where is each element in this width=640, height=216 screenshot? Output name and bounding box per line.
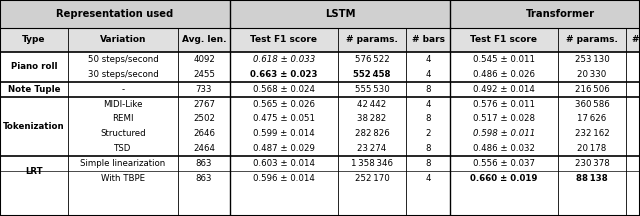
- Text: TSD: TSD: [115, 144, 132, 153]
- Text: Representation used: Representation used: [56, 9, 173, 19]
- Text: # bars: # bars: [412, 35, 445, 44]
- Text: 0.598 ± 0.011: 0.598 ± 0.011: [473, 129, 535, 138]
- Bar: [0, 28, 640, 52]
- Text: 733: 733: [196, 85, 212, 94]
- Text: 4: 4: [425, 174, 431, 183]
- Text: LRT: LRT: [25, 167, 43, 176]
- Text: 863: 863: [196, 174, 212, 183]
- Text: 8: 8: [425, 159, 431, 168]
- Text: 360 586: 360 586: [575, 100, 609, 109]
- Text: 2767: 2767: [193, 100, 215, 109]
- Text: 0.492 ± 0.014: 0.492 ± 0.014: [473, 85, 535, 94]
- Text: 252 170: 252 170: [355, 174, 389, 183]
- Text: 20 178: 20 178: [577, 144, 607, 153]
- Text: 0.565 ± 0.026: 0.565 ± 0.026: [253, 100, 315, 109]
- Text: 2455: 2455: [193, 70, 215, 79]
- Text: Test F1 score: Test F1 score: [250, 35, 317, 44]
- Text: 30 steps/second: 30 steps/second: [88, 70, 158, 79]
- Text: # bars: # bars: [632, 35, 640, 44]
- Text: Transformer: Transformer: [525, 9, 595, 19]
- Text: 8: 8: [425, 144, 431, 153]
- Text: 863: 863: [196, 159, 212, 168]
- Text: 552 458: 552 458: [353, 70, 391, 79]
- Text: 0.545 ± 0.011: 0.545 ± 0.011: [473, 55, 535, 64]
- Text: # params.: # params.: [566, 35, 618, 44]
- Text: 0.486 ± 0.032: 0.486 ± 0.032: [473, 144, 535, 153]
- Text: 0.486 ± 0.026: 0.486 ± 0.026: [473, 70, 535, 79]
- Text: Avg. len.: Avg. len.: [182, 35, 227, 44]
- Text: Piano roll: Piano roll: [11, 62, 57, 71]
- Text: Type: Type: [22, 35, 45, 44]
- Text: 17 626: 17 626: [577, 114, 607, 124]
- Text: # params.: # params.: [346, 35, 398, 44]
- Text: 230 378: 230 378: [575, 159, 609, 168]
- Text: 4: 4: [425, 55, 431, 64]
- Text: 555 530: 555 530: [355, 85, 389, 94]
- Text: LSTM: LSTM: [324, 9, 355, 19]
- Text: With TBPE: With TBPE: [101, 174, 145, 183]
- Text: 4: 4: [425, 100, 431, 109]
- Text: Note Tuple: Note Tuple: [8, 85, 60, 94]
- Text: 253 130: 253 130: [575, 55, 609, 64]
- Text: 0.596 ± 0.014: 0.596 ± 0.014: [253, 174, 315, 183]
- Text: 282 826: 282 826: [355, 129, 389, 138]
- Text: 42 442: 42 442: [357, 100, 387, 109]
- Text: 8: 8: [425, 114, 431, 124]
- Text: 0.603 ± 0.014: 0.603 ± 0.014: [253, 159, 315, 168]
- Text: 0.487 ± 0.029: 0.487 ± 0.029: [253, 144, 315, 153]
- Text: 2646: 2646: [193, 129, 215, 138]
- Text: Structured: Structured: [100, 129, 146, 138]
- Text: 2464: 2464: [193, 144, 215, 153]
- Text: Simple linearization: Simple linearization: [81, 159, 166, 168]
- Text: 88 138: 88 138: [576, 174, 608, 183]
- Text: 0.663 ± 0.023: 0.663 ± 0.023: [250, 70, 317, 79]
- Text: 0.568 ± 0.024: 0.568 ± 0.024: [253, 85, 315, 94]
- Text: 232 162: 232 162: [575, 129, 609, 138]
- Text: Tokenization: Tokenization: [3, 122, 65, 131]
- Text: 50 steps/second: 50 steps/second: [88, 55, 158, 64]
- Text: 216 506: 216 506: [575, 85, 609, 94]
- Text: -: -: [122, 85, 125, 94]
- Text: 576 522: 576 522: [355, 55, 389, 64]
- Text: 4: 4: [425, 70, 431, 79]
- Text: MIDI-Like: MIDI-Like: [103, 100, 143, 109]
- Text: REMI: REMI: [112, 114, 134, 124]
- Text: 8: 8: [425, 85, 431, 94]
- Text: 4092: 4092: [193, 55, 215, 64]
- Text: 0.556 ± 0.037: 0.556 ± 0.037: [473, 159, 535, 168]
- Text: 23 274: 23 274: [357, 144, 387, 153]
- Text: 2502: 2502: [193, 114, 215, 124]
- Text: Test F1 score: Test F1 score: [470, 35, 538, 44]
- Text: Variation: Variation: [100, 35, 147, 44]
- Text: 38 282: 38 282: [357, 114, 387, 124]
- Text: 0.576 ± 0.011: 0.576 ± 0.011: [473, 100, 535, 109]
- Text: 0.660 ± 0.019: 0.660 ± 0.019: [470, 174, 538, 183]
- Text: 20 330: 20 330: [577, 70, 607, 79]
- Text: 0.618 ± 0.033: 0.618 ± 0.033: [253, 55, 315, 64]
- Bar: [0, 0, 640, 28]
- Text: 0.475 ± 0.051: 0.475 ± 0.051: [253, 114, 315, 124]
- Text: 2: 2: [425, 129, 431, 138]
- Text: 0.517 ± 0.028: 0.517 ± 0.028: [473, 114, 535, 124]
- Text: 0.599 ± 0.014: 0.599 ± 0.014: [253, 129, 315, 138]
- Text: 1 358 346: 1 358 346: [351, 159, 393, 168]
